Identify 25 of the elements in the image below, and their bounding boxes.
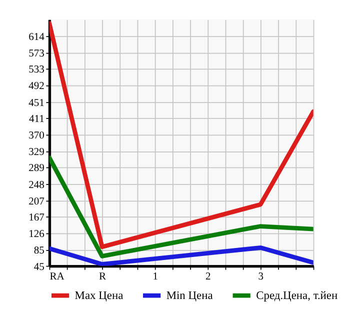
y-tick-label: 207 <box>28 196 44 208</box>
y-tick-label: 85 <box>34 246 44 257</box>
x-tick-label: 3 <box>258 271 264 282</box>
x-tick-label: RA <box>50 271 65 282</box>
y-tick-label: 45 <box>34 262 44 273</box>
y-tick-label: 411 <box>29 114 44 125</box>
x-tick-label: R <box>99 271 108 282</box>
x-tick-label: 2 <box>206 271 211 282</box>
legend-label: Max Цена <box>74 290 124 302</box>
y-tick-label: 370 <box>28 130 44 142</box>
legend-label: Min Цена <box>166 290 213 302</box>
y-tick-label: 492 <box>28 81 44 92</box>
y-tick-label: 329 <box>28 147 44 158</box>
y-tick-label: 614 <box>28 32 46 43</box>
x-tick-label: 1 <box>152 271 158 282</box>
legend-label: Сред.Цена, т.йен <box>256 290 338 302</box>
y-tick-label: 451 <box>28 98 44 109</box>
y-tick-label: 533 <box>28 64 44 76</box>
line-series <box>49 20 314 250</box>
y-tick-label: 573 <box>28 48 44 60</box>
y-tick-label: 167 <box>28 212 44 224</box>
line-series <box>49 155 314 258</box>
y-tick-label: 289 <box>28 163 44 174</box>
y-tick-label: 248 <box>28 180 44 191</box>
y-tick-label: 126 <box>28 229 44 240</box>
